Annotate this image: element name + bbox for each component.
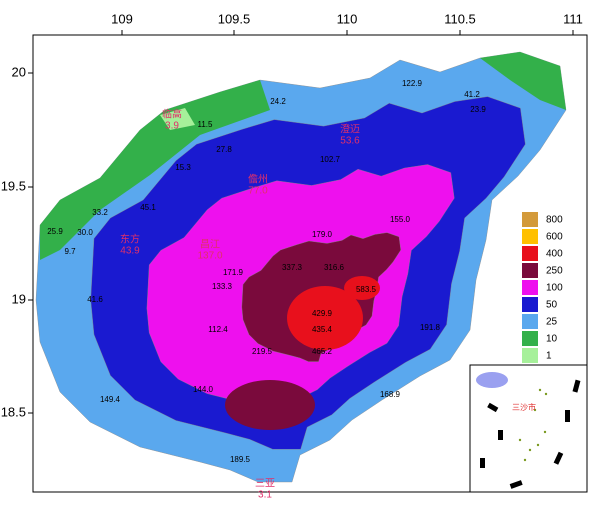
station-value: 179.0 <box>312 230 333 239</box>
legend-swatch <box>522 297 538 312</box>
station-value: 219.5 <box>252 347 273 356</box>
station-value: 133.3 <box>212 282 233 291</box>
city-name: 三亚 <box>255 479 275 490</box>
legend-label: 100 <box>546 283 563 294</box>
station-value: 33.2 <box>92 208 108 217</box>
station-value: 24.2 <box>270 97 286 106</box>
inset-islands <box>518 388 548 462</box>
city-name: 澄迈 <box>340 123 360 136</box>
station-value: 11.5 <box>198 120 214 129</box>
station-value: 15.3 <box>175 163 191 172</box>
zone-400 <box>287 286 363 350</box>
zone-250b <box>225 380 315 430</box>
legend-label: 1 <box>546 351 552 362</box>
legend-swatch <box>522 348 538 363</box>
city-value: 43.9 <box>120 246 140 257</box>
legend-swatch <box>522 229 538 244</box>
legend-swatch <box>522 263 538 278</box>
x-tick-label: 111 <box>563 11 583 26</box>
legend-swatch <box>522 314 538 329</box>
city-name: 临高 <box>162 108 182 121</box>
station-value: 41.6 <box>87 295 103 304</box>
legend-label: 400 <box>546 249 563 260</box>
city-name: 儋州 <box>248 173 268 186</box>
station-value: 27.8 <box>216 145 232 154</box>
station-value: 41.2 <box>464 90 480 99</box>
station-value: 45.1 <box>140 203 156 212</box>
legend-label: 25 <box>546 317 558 328</box>
zone-400b <box>344 276 380 300</box>
station-value: 155.0 <box>390 215 411 224</box>
y-tick-label: 18.5 <box>1 404 26 419</box>
y-tick-label: 19 <box>12 291 26 306</box>
station-value: 149.4 <box>100 395 121 404</box>
city-name: 昌江 <box>200 239 220 251</box>
city-value: 3.9 <box>165 121 179 132</box>
station-value: 30.0 <box>77 228 93 237</box>
inset-label: 三沙市 <box>512 402 536 412</box>
zone-10 <box>40 80 270 260</box>
station-value: 168.9 <box>380 390 401 399</box>
legend-swatch <box>522 280 538 295</box>
station-value: 112.4 <box>208 325 228 334</box>
city-value: 137.0 <box>197 251 222 262</box>
station-value: 316.6 <box>324 263 345 272</box>
station-value: 102.7 <box>320 155 341 164</box>
legend-swatch <box>522 331 538 346</box>
x-tick-label: 109 <box>111 11 133 26</box>
station-value: 171.9 <box>223 268 244 277</box>
station-value: 144.0 <box>193 385 214 394</box>
rain-zones <box>35 51 567 483</box>
station-value: 465.2 <box>312 347 333 356</box>
city-name: 东方 <box>120 233 140 246</box>
station-value: 191.8 <box>420 323 441 332</box>
zone-1 <box>160 108 195 130</box>
legend-swatch <box>522 246 538 261</box>
legend-label: 250 <box>546 266 563 277</box>
legend-label: 10 <box>546 334 558 345</box>
y-tick-label: 19.5 <box>1 178 26 193</box>
legend-label: 600 <box>546 232 563 243</box>
station-value: 337.3 <box>282 263 303 272</box>
city-value: 3.1 <box>258 490 272 500</box>
x-tick-label: 110 <box>337 11 358 26</box>
inset-land <box>476 372 508 388</box>
station-value: 122.9 <box>402 79 423 88</box>
city-value: 53.6 <box>340 136 360 147</box>
legend-swatch <box>522 212 538 227</box>
station-value: 429.9 <box>312 309 333 318</box>
inset-border <box>480 379 581 489</box>
station-value: 23.9 <box>470 105 486 114</box>
y-tick-label: 20 <box>12 64 26 79</box>
legend-label: 800 <box>546 215 563 226</box>
station-value: 25.9 <box>47 227 63 236</box>
x-tick-label: 110.5 <box>444 11 476 26</box>
zone-10b <box>480 52 566 110</box>
station-value: 583.5 <box>356 285 377 294</box>
station-value: 189.5 <box>230 455 251 464</box>
legend-label: 50 <box>546 300 558 311</box>
x-tick-label: 109.5 <box>218 11 251 26</box>
station-value: 435.4 <box>312 325 333 334</box>
city-value: 77.0 <box>248 186 268 197</box>
station-value: 9.7 <box>64 247 76 256</box>
